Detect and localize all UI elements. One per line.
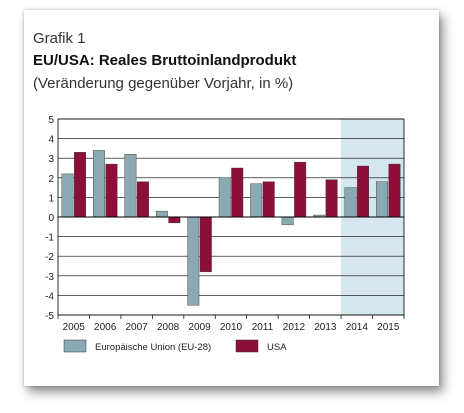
y-tick-label: 1 xyxy=(48,193,54,204)
y-tick-label: -5 xyxy=(45,311,54,322)
bar-usa xyxy=(325,179,338,218)
y-tick-label: -4 xyxy=(45,291,54,302)
bar-eu xyxy=(250,183,263,218)
bar-chart: 5 4 3 2 1 0 -1 -2 -3 -4 -5 2005 2006 2007 2008 2009 2010… xyxy=(45,115,405,353)
legend-label-eu: Europäische Union (EU-28) xyxy=(95,342,211,353)
x-tick-label: 2005 xyxy=(63,322,86,333)
x-tick-label: 2012 xyxy=(283,322,306,333)
x-tick-label: 2007 xyxy=(126,322,149,333)
chart-title: EU/USA: Reales Bruttoinlandprodukt xyxy=(33,52,297,69)
bar-eu xyxy=(124,154,137,218)
y-tick-label: 2 xyxy=(48,174,54,185)
legend-swatch-eu xyxy=(63,339,87,353)
bar-usa xyxy=(136,181,149,218)
y-tick-label: -2 xyxy=(45,252,54,263)
x-tick-label: 2006 xyxy=(94,322,117,333)
x-tick-label: 2013 xyxy=(314,322,337,333)
bar-usa xyxy=(294,161,307,218)
bar-eu xyxy=(187,216,200,306)
bar-usa xyxy=(262,181,275,218)
bar-usa xyxy=(168,216,181,224)
chart-subtitle: (Veränderung gegenüber Vorjahr, in %) xyxy=(33,75,294,92)
y-tick-label: 4 xyxy=(48,135,54,146)
x-tick-label: 2010 xyxy=(220,322,243,333)
y-tick-label: -1 xyxy=(45,233,54,244)
bar-eu xyxy=(281,216,294,226)
x-tick-label: 2011 xyxy=(252,322,274,333)
bar-eu xyxy=(155,210,168,218)
bar-eu xyxy=(61,173,74,218)
x-tick-label: 2009 xyxy=(188,322,211,333)
bar-usa xyxy=(357,165,370,218)
bar-eu xyxy=(376,181,388,218)
y-tick-label: 5 xyxy=(48,115,54,126)
bar-eu xyxy=(92,150,105,218)
chart-kicker: Grafik 1 xyxy=(33,30,86,47)
legend-swatch-usa xyxy=(235,339,259,353)
bar-eu xyxy=(344,187,357,218)
bar-eu xyxy=(218,177,231,218)
bar-usa xyxy=(105,163,118,218)
bar-usa xyxy=(231,167,244,218)
y-tick-label: 0 xyxy=(48,213,54,224)
bar-usa xyxy=(388,163,401,218)
x-tick-label: 2014 xyxy=(346,322,369,333)
x-tick-label: 2008 xyxy=(157,322,180,333)
plot-frame xyxy=(57,118,405,316)
x-tick-label: 2015 xyxy=(377,322,400,333)
bar-usa xyxy=(199,216,212,273)
bar-usa xyxy=(74,152,86,218)
y-tick-label: 3 xyxy=(48,154,54,165)
y-tick-label: -3 xyxy=(45,272,54,283)
legend-label-usa: USA xyxy=(267,342,287,353)
